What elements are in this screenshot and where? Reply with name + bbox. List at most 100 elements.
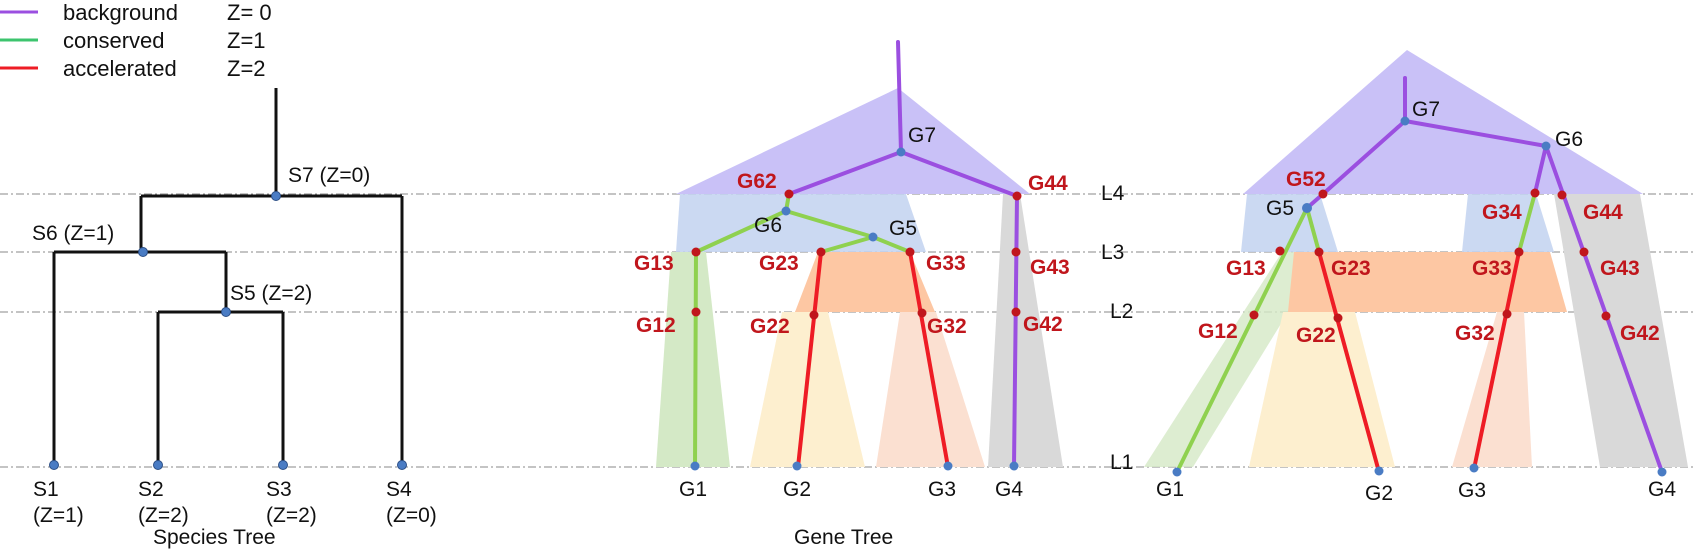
g2-node-g13	[1275, 246, 1285, 256]
g1-branch-g13-g1	[693, 250, 698, 469]
g1-node-g1	[690, 461, 700, 471]
gene-tree-2-labels: G7 G6 G5 G52 G34 G44 G13 G23 G33 G43 G12…	[1156, 98, 1676, 505]
g2-branch-g33-g3	[1472, 250, 1521, 471]
g2-label-g6: G6	[1555, 128, 1583, 151]
species-leaf-s3-z: (Z=2)	[266, 504, 317, 527]
g1-node-g23	[816, 247, 826, 257]
g1-label-g44: G44	[1028, 172, 1068, 195]
g1-node-g33	[905, 247, 915, 257]
g2-node-g33	[1514, 247, 1524, 257]
legend-conserved-z: Z=1	[227, 28, 266, 53]
g1-node-g7	[896, 147, 906, 157]
species-node-s2	[153, 460, 163, 470]
g1-label-g33: G33	[926, 252, 966, 275]
g2-label-g22: G22	[1296, 324, 1336, 347]
g2-leaf-g1: G1	[1156, 478, 1184, 501]
species-node-s7	[271, 191, 281, 201]
g1-label-g12: G12	[636, 314, 676, 337]
g1-branch-g5-g33	[871, 235, 912, 254]
g2-branch-g6-g34	[1533, 144, 1548, 195]
level-label-l2: L2	[1110, 300, 1133, 323]
g1-node-g22	[809, 310, 819, 320]
species-leaf-s4-z: (Z=0)	[386, 504, 437, 527]
g1-branch-g6-g5	[784, 209, 875, 239]
g2-label-g44: G44	[1583, 201, 1623, 224]
g2-node-g7	[1400, 116, 1410, 126]
species-label-s5: S5 (Z=2)	[230, 282, 312, 305]
species-node-s6	[138, 247, 148, 257]
g2-label-g34: G34	[1482, 201, 1522, 224]
g2-shade-yellow	[1249, 312, 1395, 467]
species-labels: S7 (Z=0) S6 (Z=1) S5 (Z=2) S1 (Z=1) S2 (…	[32, 164, 437, 549]
gene-tree-1-labels: G7 G6 G5 G62 G44 G13 G23 G33 G43 G12 G22…	[634, 124, 1070, 549]
g2-shade-orange	[1288, 252, 1567, 312]
g1-label-g22: G22	[750, 315, 790, 338]
g2-node-g23	[1314, 247, 1324, 257]
species-label-s7: S7 (Z=0)	[288, 164, 370, 187]
g2-label-g7: G7	[1412, 98, 1440, 121]
legend-conserved-label: conserved	[63, 28, 165, 53]
g2-node-g5	[1302, 203, 1312, 213]
g1-node-g13	[691, 247, 701, 257]
g1-leaf-g3: G3	[928, 478, 956, 501]
g1-node-g3	[943, 461, 953, 471]
g1-node-g5	[868, 232, 878, 242]
g1-branch-g23-g2	[796, 250, 823, 469]
g1-root-branch	[896, 40, 903, 154]
g2-branch-g6-g4	[1544, 144, 1664, 474]
species-leaf-s2: S2	[138, 478, 164, 501]
g1-leaf-g4: G4	[995, 478, 1023, 501]
level-labels: L4 L3 L2 L1	[1101, 182, 1133, 474]
species-node-s4	[397, 460, 407, 470]
g1-node-g43	[1011, 247, 1021, 257]
g1-shade-purple	[676, 88, 1030, 194]
legend: background Z= 0 conserved Z=1 accelerate…	[0, 0, 272, 81]
species-tree-caption: Species Tree	[153, 526, 276, 549]
g2-leaf-g4: G4	[1648, 478, 1676, 501]
g1-node-g12	[691, 307, 701, 317]
g2-label-g12: G12	[1198, 320, 1238, 343]
gene-tree-2-nodes	[1172, 116, 1667, 477]
species-node-s3	[278, 460, 288, 470]
legend-accelerated-z: Z=2	[227, 56, 266, 81]
g1-branch-g6-g13	[694, 209, 788, 254]
g2-label-g32: G32	[1455, 322, 1495, 345]
g2-label-g33: G33	[1472, 257, 1512, 280]
g1-label-g5: G5	[889, 217, 917, 240]
gene-tree-1-nodes	[690, 147, 1022, 471]
g1-branch-g7-g62	[787, 150, 903, 196]
g2-label-g13: G13	[1226, 257, 1266, 280]
g1-leaf-g2: G2	[783, 478, 811, 501]
g1-label-g62: G62	[737, 170, 777, 193]
g2-node-g42	[1601, 311, 1611, 321]
g1-label-g32: G32	[927, 315, 967, 338]
gene-tree-2-shading	[1144, 50, 1688, 467]
g1-branch-g33-g3	[908, 250, 950, 469]
g2-label-g5: G5	[1266, 197, 1294, 220]
g1-shade-green	[656, 252, 730, 467]
species-label-s6: S6 (Z=1)	[32, 222, 114, 245]
species-leaf-s2-z: (Z=2)	[138, 504, 189, 527]
g1-shade-orange	[795, 252, 935, 312]
g1-label-g7: G7	[908, 124, 936, 147]
g2-branch-g5-g1	[1175, 206, 1309, 474]
g2-branch-g5-g23	[1305, 206, 1321, 254]
g1-branch-g44-g4	[1012, 194, 1019, 468]
gene-tree-1-branches	[693, 40, 1019, 469]
g2-leaf-g2: G2	[1365, 482, 1393, 505]
g2-branch-g7-g6	[1403, 119, 1548, 148]
g1-label-g42: G42	[1023, 313, 1063, 336]
g1-shade-peach	[876, 312, 985, 467]
g1-branch-g7-g44	[899, 150, 1019, 198]
g1-leaf-g1: G1	[679, 478, 707, 501]
g2-branch-g7-g52	[1321, 119, 1407, 196]
g2-label-g52: G52	[1286, 168, 1326, 191]
g1-node-g6	[781, 206, 791, 216]
species-leaf-s4: S4	[386, 478, 412, 501]
g2-node-g4	[1657, 467, 1667, 477]
species-leaf-s1-z: (Z=1)	[33, 504, 84, 527]
gene-tree-1-shading	[656, 88, 1063, 467]
level-label-l3: L3	[1101, 241, 1124, 264]
g2-node-g12	[1249, 310, 1259, 320]
